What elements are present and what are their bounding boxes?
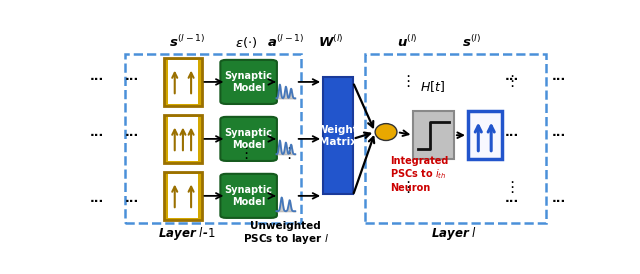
FancyBboxPatch shape [220,60,277,104]
Text: Layer $l$: Layer $l$ [431,225,477,242]
Text: ⋮: ⋮ [281,146,296,161]
Text: ⋮: ⋮ [504,74,519,89]
Text: Synaptic
Model: Synaptic Model [225,128,273,150]
Text: $\varepsilon(\cdot)$: $\varepsilon(\cdot)$ [235,35,257,50]
Text: $\boldsymbol{a}^{(l-1)}$: $\boldsymbol{a}^{(l-1)}$ [267,35,305,50]
Bar [168,60,198,104]
Text: ⋮: ⋮ [400,181,415,195]
Bar [168,174,198,218]
Text: ...: ... [125,70,140,83]
Text: $\boldsymbol{s}^{(l)}$: $\boldsymbol{s}^{(l)}$ [462,35,481,50]
Text: ...: ... [552,192,566,205]
Ellipse shape [375,124,397,141]
Bar [168,117,198,161]
Text: ...: ... [504,70,518,83]
Text: Synaptic
Model: Synaptic Model [225,71,273,93]
Bar [164,58,202,106]
FancyBboxPatch shape [220,117,277,161]
Text: ...: ... [552,125,566,139]
Bar [468,111,502,159]
Text: ...: ... [504,125,518,139]
Text: ...: ... [125,192,140,205]
Text: ...: ... [552,70,566,83]
FancyBboxPatch shape [220,174,277,218]
Bar [323,77,353,194]
Bar [365,54,547,223]
Bar [164,115,202,163]
Text: Layer $l$-$1$: Layer $l$-$1$ [158,225,216,242]
Text: Unweighted: Unweighted [250,221,321,231]
Text: $\boldsymbol{u}^{(l)}$: $\boldsymbol{u}^{(l)}$ [397,35,418,50]
Text: $\boldsymbol{s}^{(l-1)}$: $\boldsymbol{s}^{(l-1)}$ [168,35,205,50]
Text: ...: ... [90,125,104,139]
Text: ...: ... [90,192,104,205]
Text: $H[t]$: $H[t]$ [420,79,445,94]
Bar [164,172,202,219]
Text: $\boldsymbol{W}^{(l)}$: $\boldsymbol{W}^{(l)}$ [317,35,343,50]
Text: ⋮: ⋮ [504,181,519,195]
Text: ...: ... [125,125,140,139]
Text: ⋮: ⋮ [400,74,415,89]
Text: ...: ... [90,70,104,83]
Text: ⋮: ⋮ [239,146,254,161]
Text: Synaptic
Model: Synaptic Model [225,185,273,207]
Bar [125,54,301,223]
Text: Weight
Matrix: Weight Matrix [317,125,359,147]
Text: PSCs to layer $l$: PSCs to layer $l$ [243,232,329,246]
Text: Integrated
PSCs to $i_{th}$
Neuron: Integrated PSCs to $i_{th}$ Neuron [390,156,449,193]
Bar [413,111,454,159]
Text: ...: ... [504,192,518,205]
Text: ⋮: ⋮ [179,146,195,161]
